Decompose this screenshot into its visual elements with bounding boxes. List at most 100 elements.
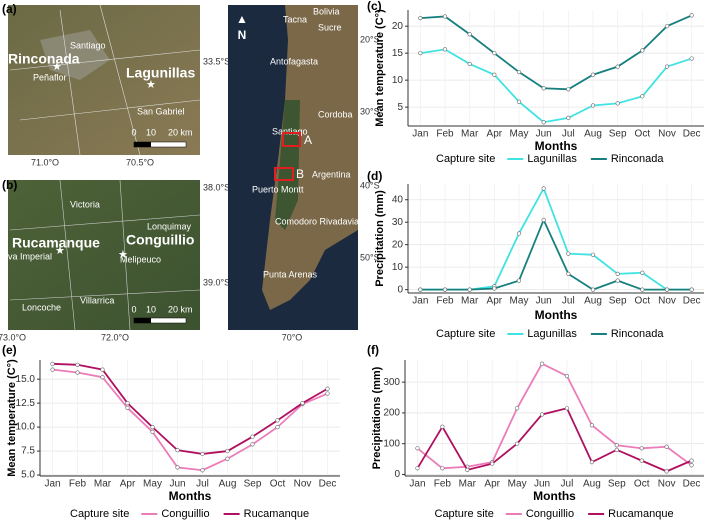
point <box>590 72 596 77</box>
point <box>590 252 596 257</box>
point <box>325 391 330 396</box>
point <box>664 287 670 292</box>
point <box>564 406 570 411</box>
point <box>200 468 205 473</box>
legend-title: Capture site <box>436 328 495 340</box>
point <box>516 231 522 236</box>
point <box>689 56 694 61</box>
point <box>440 424 445 429</box>
x-tick-label: Apr <box>487 129 503 140</box>
point <box>465 467 470 472</box>
point <box>442 14 448 19</box>
place-label: Puerto Montt <box>252 184 304 194</box>
x-tick-label: Apr <box>120 479 136 490</box>
point <box>467 61 472 67</box>
site-label: Rucamanque <box>12 235 100 251</box>
point <box>225 448 230 454</box>
point <box>689 458 694 463</box>
point <box>615 101 620 106</box>
y-tick-label: 15 <box>392 48 404 59</box>
y-tick-label: 10 <box>392 75 404 86</box>
point <box>615 278 620 283</box>
x-tick-label: Mar <box>459 479 477 490</box>
point <box>100 367 105 372</box>
point <box>615 64 620 69</box>
series-line <box>52 368 328 472</box>
point <box>614 443 619 448</box>
x-tick-label: Feb <box>436 296 454 307</box>
point <box>590 103 596 108</box>
point <box>442 287 448 292</box>
x-tick-label: Nov <box>658 296 676 307</box>
point <box>564 373 570 379</box>
point <box>275 418 280 423</box>
town-label: San Gabriel <box>137 106 185 116</box>
x-tick-label: Jan <box>412 129 428 140</box>
box-label: A <box>304 133 312 147</box>
x-tick-label: May <box>508 479 527 490</box>
point <box>275 425 280 430</box>
x-tick-label: Sep <box>608 479 626 490</box>
x-axis-title: Months <box>169 489 212 503</box>
series-line <box>420 186 692 291</box>
x-tick-label: Oct <box>635 296 651 307</box>
x-tick-label: Nov <box>294 479 312 490</box>
point <box>442 47 448 52</box>
y-axis-title: Precipitation (mm) <box>374 190 386 287</box>
map-image <box>8 5 200 155</box>
point <box>640 48 645 53</box>
point <box>300 401 305 406</box>
point <box>541 217 546 223</box>
x-tick-label: Feb <box>434 479 452 490</box>
legend-label: Conguillio <box>526 508 574 520</box>
x-tick-label: Jan <box>44 479 60 490</box>
point <box>664 444 669 449</box>
x-tick-label: Aug <box>584 296 602 307</box>
y-tick-label: 20 <box>392 239 404 250</box>
y-tick-label: 20 <box>392 21 404 32</box>
place-label: Sucre <box>318 22 342 32</box>
map-b: (b) Victoria Lonquimay Rucamanque Congui… <box>0 178 230 342</box>
place-label: Comodoro Rivadavia <box>275 216 359 226</box>
site-label: Lagunillas <box>126 65 195 81</box>
town-label: Loncoche <box>22 302 61 312</box>
place-label: Santiago <box>272 126 308 136</box>
lon-label: 72.0°O <box>101 332 129 342</box>
point <box>200 451 205 457</box>
x-tick-label: Jan <box>412 296 428 307</box>
x-tick-label: Dec <box>683 129 701 140</box>
point <box>250 434 255 439</box>
x-tick-label: Aug <box>583 479 601 490</box>
series-line <box>52 362 328 455</box>
x-tick-label: Aug <box>219 479 237 490</box>
x-tick-label: Jun <box>536 296 552 307</box>
point <box>639 446 644 451</box>
map-image <box>8 180 200 330</box>
point <box>418 51 423 56</box>
point <box>515 441 520 446</box>
place-label: Bolivia <box>313 6 340 16</box>
lon-label: 73.0°O <box>0 332 26 342</box>
x-tick-label: May <box>143 479 162 490</box>
x-tick-label: Mar <box>461 296 479 307</box>
point <box>664 24 670 29</box>
point <box>125 405 130 411</box>
y-axis-title: Mean temperature (C°) <box>6 359 18 477</box>
y-tick-label: 200 <box>383 408 400 419</box>
x-tick-label: Mar <box>461 129 479 140</box>
legend-title: Capture site <box>70 508 129 520</box>
x-tick-label: Jul <box>196 479 209 490</box>
svg-text:★: ★ <box>52 61 62 73</box>
lat-label: 33.5°S <box>203 56 230 66</box>
x-tick-label: Jun <box>169 479 185 490</box>
point <box>689 287 694 292</box>
x-tick-label: May <box>510 296 529 307</box>
x-tick-label: Oct <box>270 479 286 490</box>
point <box>689 13 694 18</box>
place-label: Punta Arenas <box>263 269 318 279</box>
x-tick-label: Apr <box>487 296 503 307</box>
point <box>664 64 670 69</box>
x-tick-label: Sep <box>244 479 262 490</box>
place-label: Cordoba <box>318 109 353 119</box>
